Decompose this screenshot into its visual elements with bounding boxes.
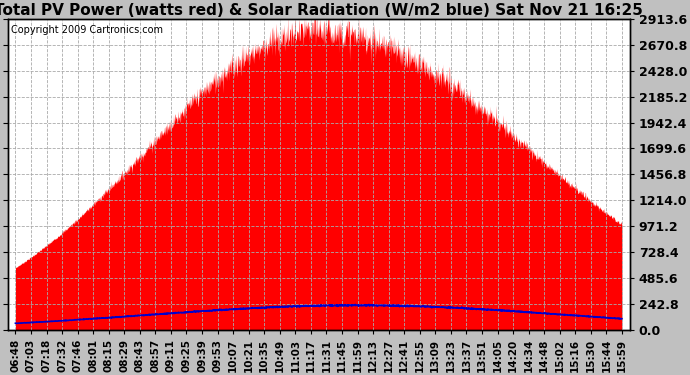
Title: Total PV Power (watts red) & Solar Radiation (W/m2 blue) Sat Nov 21 16:25: Total PV Power (watts red) & Solar Radia… [0, 3, 643, 18]
Text: Copyright 2009 Cartronics.com: Copyright 2009 Cartronics.com [11, 25, 163, 35]
